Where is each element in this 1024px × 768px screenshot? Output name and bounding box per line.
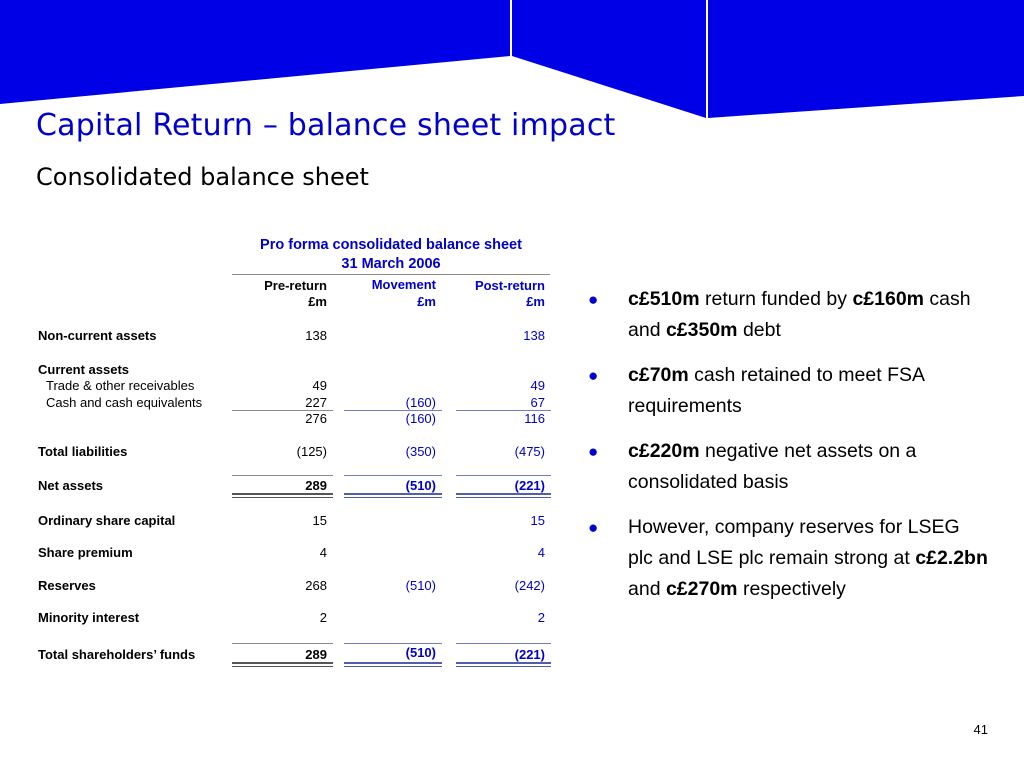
cell-movement: (510) <box>405 578 436 593</box>
row-label-cash: Cash and cash equivalents <box>46 395 203 410</box>
subtotal-rule-movement <box>344 410 442 411</box>
balance-sheet-table: Pro forma consolidated balance sheet 31 … <box>0 0 560 700</box>
col-header-movement: Movement <box>371 277 436 292</box>
cell-movement: (350) <box>405 444 436 459</box>
subtotal-rule-post <box>456 410 551 411</box>
col-unit-pre-return: £m <box>308 294 327 309</box>
cell-post: 67 <box>530 395 545 410</box>
net-assets-double-rule-movement <box>344 493 442 498</box>
bullet-text: negative net assets on a consolidated ba… <box>628 440 917 493</box>
total-funds-rule-movement <box>344 643 442 644</box>
cell-movement: (160) <box>405 411 436 426</box>
bullet-emphasis: c£2.2bn <box>915 547 988 569</box>
net-assets-double-rule-pre <box>232 493 333 498</box>
total-funds-double-rule-pre <box>232 662 333 667</box>
bullet-text: debt <box>737 319 781 341</box>
header-banner <box>0 0 1024 118</box>
cell-post: (475) <box>514 444 545 459</box>
row-label-share-capital: Ordinary share capital <box>38 513 176 528</box>
total-funds-rule-pre <box>232 643 333 644</box>
heading-rule <box>232 274 550 275</box>
bullet-text: cash retained to meet FSA requirements <box>628 364 924 417</box>
bullet-text: However, company reserves for LSEG plc a… <box>628 516 960 569</box>
cell-post: (221) <box>514 478 545 493</box>
subtotal-rule-pre <box>232 410 333 411</box>
total-funds-double-rule-movement <box>344 662 442 667</box>
bullet-item: ● c£70m cash retained to meet FSA require… <box>588 360 988 422</box>
cell-post: 4 <box>537 545 545 560</box>
row-label-total-shareholders-funds: Total shareholders’ funds <box>38 647 196 662</box>
col-header-pre-return: Pre-return <box>264 278 327 293</box>
cell-pre: 276 <box>305 411 327 426</box>
net-assets-rule-movement <box>344 475 442 476</box>
cell-pre: 2 <box>319 610 327 625</box>
col-unit-movement: £m <box>417 294 436 309</box>
bullet-emphasis: c£70m <box>628 364 689 386</box>
cell-movement: (510) <box>405 478 436 493</box>
row-label-net-assets: Net assets <box>38 478 104 493</box>
cell-post: 138 <box>523 328 545 343</box>
banner-right-shape <box>708 0 1024 118</box>
bullet-dot-icon: ● <box>588 366 599 385</box>
bullet-emphasis: c£220m <box>628 440 700 462</box>
col-unit-post-return: £m <box>526 294 545 309</box>
col-header-post-return: Post-return <box>474 278 545 293</box>
total-funds-double-rule-post <box>456 662 551 667</box>
row-label-current-assets: Current assets <box>38 362 130 377</box>
banner-middle-shape <box>512 0 706 118</box>
row-label-trade-receivables: Trade & other receivables <box>46 378 195 393</box>
cell-pre: 138 <box>305 328 327 343</box>
bullet-emphasis: c£510m <box>628 288 700 310</box>
cell-post: 116 <box>524 411 545 426</box>
row-label-total-liabilities: Total liabilities <box>38 444 128 459</box>
bullet-dot-icon: ● <box>588 290 599 309</box>
banner-left-shape <box>0 0 510 104</box>
cell-post: 15 <box>530 513 545 528</box>
cell-pre: 227 <box>305 395 327 410</box>
cell-movement: (160) <box>405 395 436 410</box>
bullet-text: and <box>628 578 666 600</box>
cell-pre: 4 <box>319 545 327 560</box>
total-funds-rule-post <box>456 643 551 644</box>
bullet-item: ● However, company reserves for LSEG plc … <box>588 512 988 605</box>
row-label-non-current-assets: Non-current assets <box>38 328 157 343</box>
bullet-emphasis: c£270m <box>665 578 738 600</box>
page-subtitle: Consolidated balance sheet <box>36 163 369 191</box>
bullet-item: ● c£220m negative net assets on a consoli… <box>588 436 988 498</box>
bullet-text: return funded by <box>699 288 853 310</box>
bullet-dot-icon: ● <box>588 518 599 537</box>
row-label-share-premium: Share premium <box>38 545 133 560</box>
cell-pre: 268 <box>305 578 327 593</box>
page-title: Capital Return – balance sheet impact <box>36 108 616 143</box>
row-label-reserves: Reserves <box>38 578 96 593</box>
commentary-bullets: ● c£510m return funded by c£160m cash and… <box>588 284 988 619</box>
cell-pre: 289 <box>305 647 327 662</box>
net-assets-rule-pre <box>232 475 333 476</box>
cell-movement: (510) <box>405 645 436 660</box>
bullet-emphasis: c£160m <box>852 288 925 310</box>
cell-post: (242) <box>514 578 545 593</box>
cell-pre: 15 <box>312 513 327 528</box>
net-assets-double-rule-post <box>456 493 551 498</box>
cell-pre: 289 <box>305 478 327 493</box>
table-heading: Pro forma consolidated balance sheet <box>260 237 522 253</box>
cell-pre: 49 <box>312 378 327 393</box>
bullet-text: cash and <box>628 288 971 341</box>
cell-pre: (125) <box>296 444 327 459</box>
page-number: 41 <box>973 722 988 737</box>
bullet-text: respectively <box>737 578 846 600</box>
table-heading-date: 31 March 2006 <box>341 256 441 272</box>
cell-post: 2 <box>537 610 545 625</box>
bullet-item: ● c£510m return funded by c£160m cash and… <box>588 284 988 346</box>
cell-post: 49 <box>530 378 545 393</box>
bullet-emphasis: c£350m <box>665 319 738 341</box>
row-label-minority-interest: Minority interest <box>38 610 140 625</box>
net-assets-rule-post <box>456 475 551 476</box>
cell-post: (221) <box>514 647 545 662</box>
bullet-dot-icon: ● <box>588 442 599 461</box>
